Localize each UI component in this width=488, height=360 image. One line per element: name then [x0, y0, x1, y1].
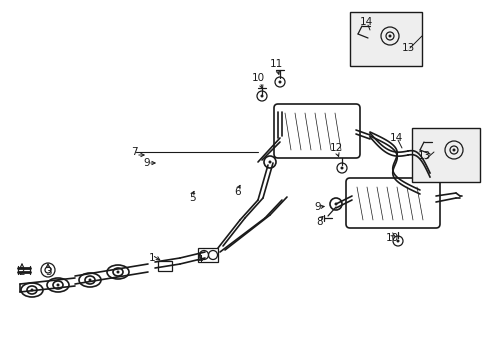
- Circle shape: [88, 279, 91, 282]
- Bar: [198, 248, 218, 262]
- Circle shape: [387, 35, 391, 37]
- Text: 14: 14: [388, 133, 402, 143]
- Text: 10: 10: [251, 73, 264, 83]
- Circle shape: [340, 166, 343, 170]
- Text: 1: 1: [148, 253, 155, 263]
- Bar: [349, 12, 421, 66]
- Text: 7: 7: [130, 147, 137, 157]
- Bar: [158, 261, 172, 271]
- Text: 5: 5: [188, 193, 195, 203]
- Text: 11: 11: [269, 59, 282, 69]
- Text: 2: 2: [19, 267, 25, 277]
- Text: 8: 8: [316, 217, 323, 227]
- Text: 9: 9: [314, 202, 321, 212]
- Circle shape: [278, 81, 281, 84]
- Circle shape: [260, 94, 263, 98]
- Circle shape: [116, 270, 119, 274]
- Circle shape: [334, 202, 337, 206]
- Text: 13: 13: [417, 151, 430, 161]
- Text: 6: 6: [234, 187, 241, 197]
- Text: 12: 12: [329, 143, 342, 153]
- Circle shape: [268, 161, 271, 163]
- Circle shape: [396, 239, 399, 243]
- Circle shape: [57, 284, 60, 287]
- Text: 4: 4: [196, 255, 203, 265]
- Bar: [411, 128, 479, 182]
- Text: 9: 9: [143, 158, 150, 168]
- Circle shape: [451, 148, 454, 152]
- Text: 13: 13: [401, 43, 414, 53]
- Text: 10: 10: [385, 233, 398, 243]
- Circle shape: [30, 288, 34, 292]
- Text: 3: 3: [44, 267, 51, 277]
- Text: 14: 14: [359, 17, 372, 27]
